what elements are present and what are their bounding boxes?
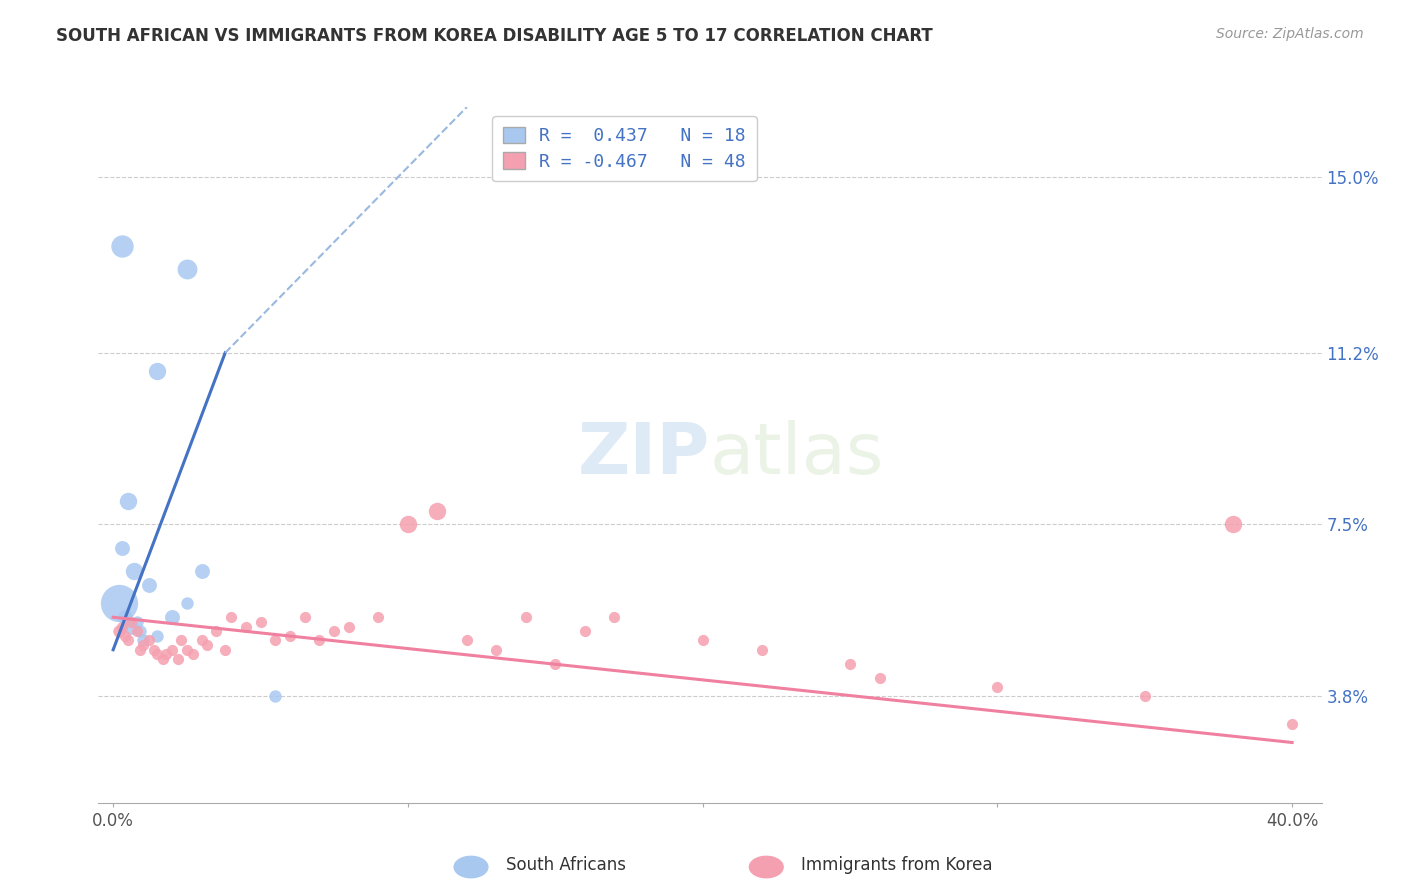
Point [249,615,271,629]
Point [176,262,198,277]
Point [125,615,148,629]
Point [751,642,773,657]
Point [214,642,236,657]
Point [111,239,134,253]
Point [111,619,134,633]
Text: Immigrants from Korea: Immigrants from Korea [801,856,993,874]
Text: South Africans: South Africans [506,856,626,874]
Point [120,615,142,629]
Point [111,541,134,555]
Point [143,642,166,657]
Point [114,610,136,624]
Point [122,564,145,578]
Point [117,633,139,648]
Point [120,619,142,633]
Point [337,619,360,633]
Point [181,648,204,662]
Point [160,642,183,657]
Point [839,657,862,671]
Point [603,610,626,624]
Point [167,652,190,666]
Point [176,596,198,610]
Point [146,364,169,378]
Point [108,624,131,639]
Point [323,624,346,639]
Point [146,629,169,643]
Point [131,633,153,648]
Point [155,648,177,662]
Point [426,503,449,517]
Point [456,633,478,648]
Point [125,624,148,639]
Point [197,638,219,652]
Point [152,652,174,666]
Point [1133,689,1156,703]
Text: Source: ZipAtlas.com: Source: ZipAtlas.com [1216,27,1364,41]
Point [986,680,1008,694]
Point [544,657,567,671]
Point [278,629,301,643]
Point [485,642,508,657]
Point [264,633,287,648]
Point [692,633,714,648]
Point [294,610,316,624]
Point [367,610,389,624]
Point [205,624,228,639]
Point [308,633,330,648]
Point [869,671,891,685]
Point [515,610,537,624]
Point [131,638,153,652]
Point [160,610,183,624]
Point [138,633,160,648]
Point [108,596,131,610]
Text: ZIP: ZIP [578,420,710,490]
Point [190,633,212,648]
Point [235,619,257,633]
Point [1281,717,1303,731]
Point [396,517,419,532]
Point [128,624,150,639]
Point [117,494,139,508]
Point [170,633,193,648]
Point [114,629,136,643]
Point [264,689,287,703]
Point [146,648,169,662]
Legend: R =  0.437   N = 18, R = -0.467   N = 48: R = 0.437 N = 18, R = -0.467 N = 48 [492,116,756,181]
Point [219,610,242,624]
Point [1222,517,1244,532]
Point [138,578,160,592]
Point [176,642,198,657]
Text: SOUTH AFRICAN VS IMMIGRANTS FROM KOREA DISABILITY AGE 5 TO 17 CORRELATION CHART: SOUTH AFRICAN VS IMMIGRANTS FROM KOREA D… [56,27,934,45]
Point [128,642,150,657]
Point [190,564,212,578]
Text: atlas: atlas [710,420,884,490]
Point [574,624,596,639]
